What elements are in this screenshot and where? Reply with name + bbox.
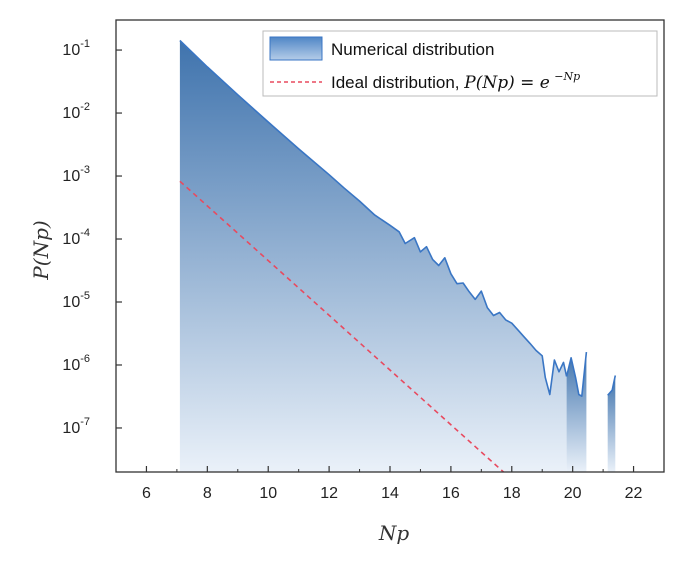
ideal-layer (179, 180, 505, 472)
legend-ideal-formula: P(Np) = e (463, 73, 550, 93)
legend-box (262, 30, 658, 97)
x-tick-label-6: 6 (142, 485, 151, 502)
line-layer (179, 39, 617, 397)
x-axis-title: Np (378, 521, 410, 545)
numerical-line-segment-2 (565, 352, 588, 397)
area-layer (179, 40, 616, 472)
y-tick-label--1: 10-1 (62, 38, 90, 59)
y-axis-title: P(Np) (29, 220, 53, 280)
legend: Numerical distribution Ideal distributio… (262, 30, 658, 97)
legend-numerical-label: Numerical distribution (331, 40, 494, 59)
numerical-line-segment-1 (179, 39, 568, 396)
ideal-distribution-line (179, 180, 505, 472)
legend-ideal-exponent: −Np (554, 70, 580, 83)
numerical-area-segment-3 (607, 375, 616, 472)
y-tick-label--6: 10-6 (62, 353, 90, 374)
x-tick-label-12: 12 (320, 485, 338, 502)
y-tick-label--2: 10-2 (62, 101, 90, 122)
x-tick-label-18: 18 (503, 485, 521, 502)
x-tick-label-8: 8 (203, 485, 212, 502)
y-tick-label--4: 10-4 (62, 227, 90, 248)
y-axis: 10-1 10-2 10-3 10-4 10-5 10-6 10-7 (62, 38, 122, 437)
x-tick-label-14: 14 (381, 485, 399, 502)
y-tick-label--7: 10-7 (62, 416, 90, 437)
x-tick-label-22: 22 (625, 485, 643, 502)
y-tick-label--3: 10-3 (62, 164, 90, 185)
x-tick-label-10: 10 (259, 485, 277, 502)
numerical-line-segment-3 (607, 375, 617, 396)
y-tick-label--5: 10-5 (62, 290, 90, 311)
legend-ideal-label: Ideal distribution, P(Np) = e −Np (331, 70, 580, 93)
x-tick-label-16: 16 (442, 485, 460, 502)
legend-numerical-swatch (269, 36, 323, 61)
x-axis: 6 8 10 12 14 16 18 20 22 (142, 466, 643, 502)
x-tick-label-20: 20 (564, 485, 582, 502)
legend-ideal-prefix: Ideal distribution, (331, 73, 464, 92)
numerical-area-segment-1 (179, 40, 567, 472)
numerical-area-segment-2 (566, 352, 587, 472)
